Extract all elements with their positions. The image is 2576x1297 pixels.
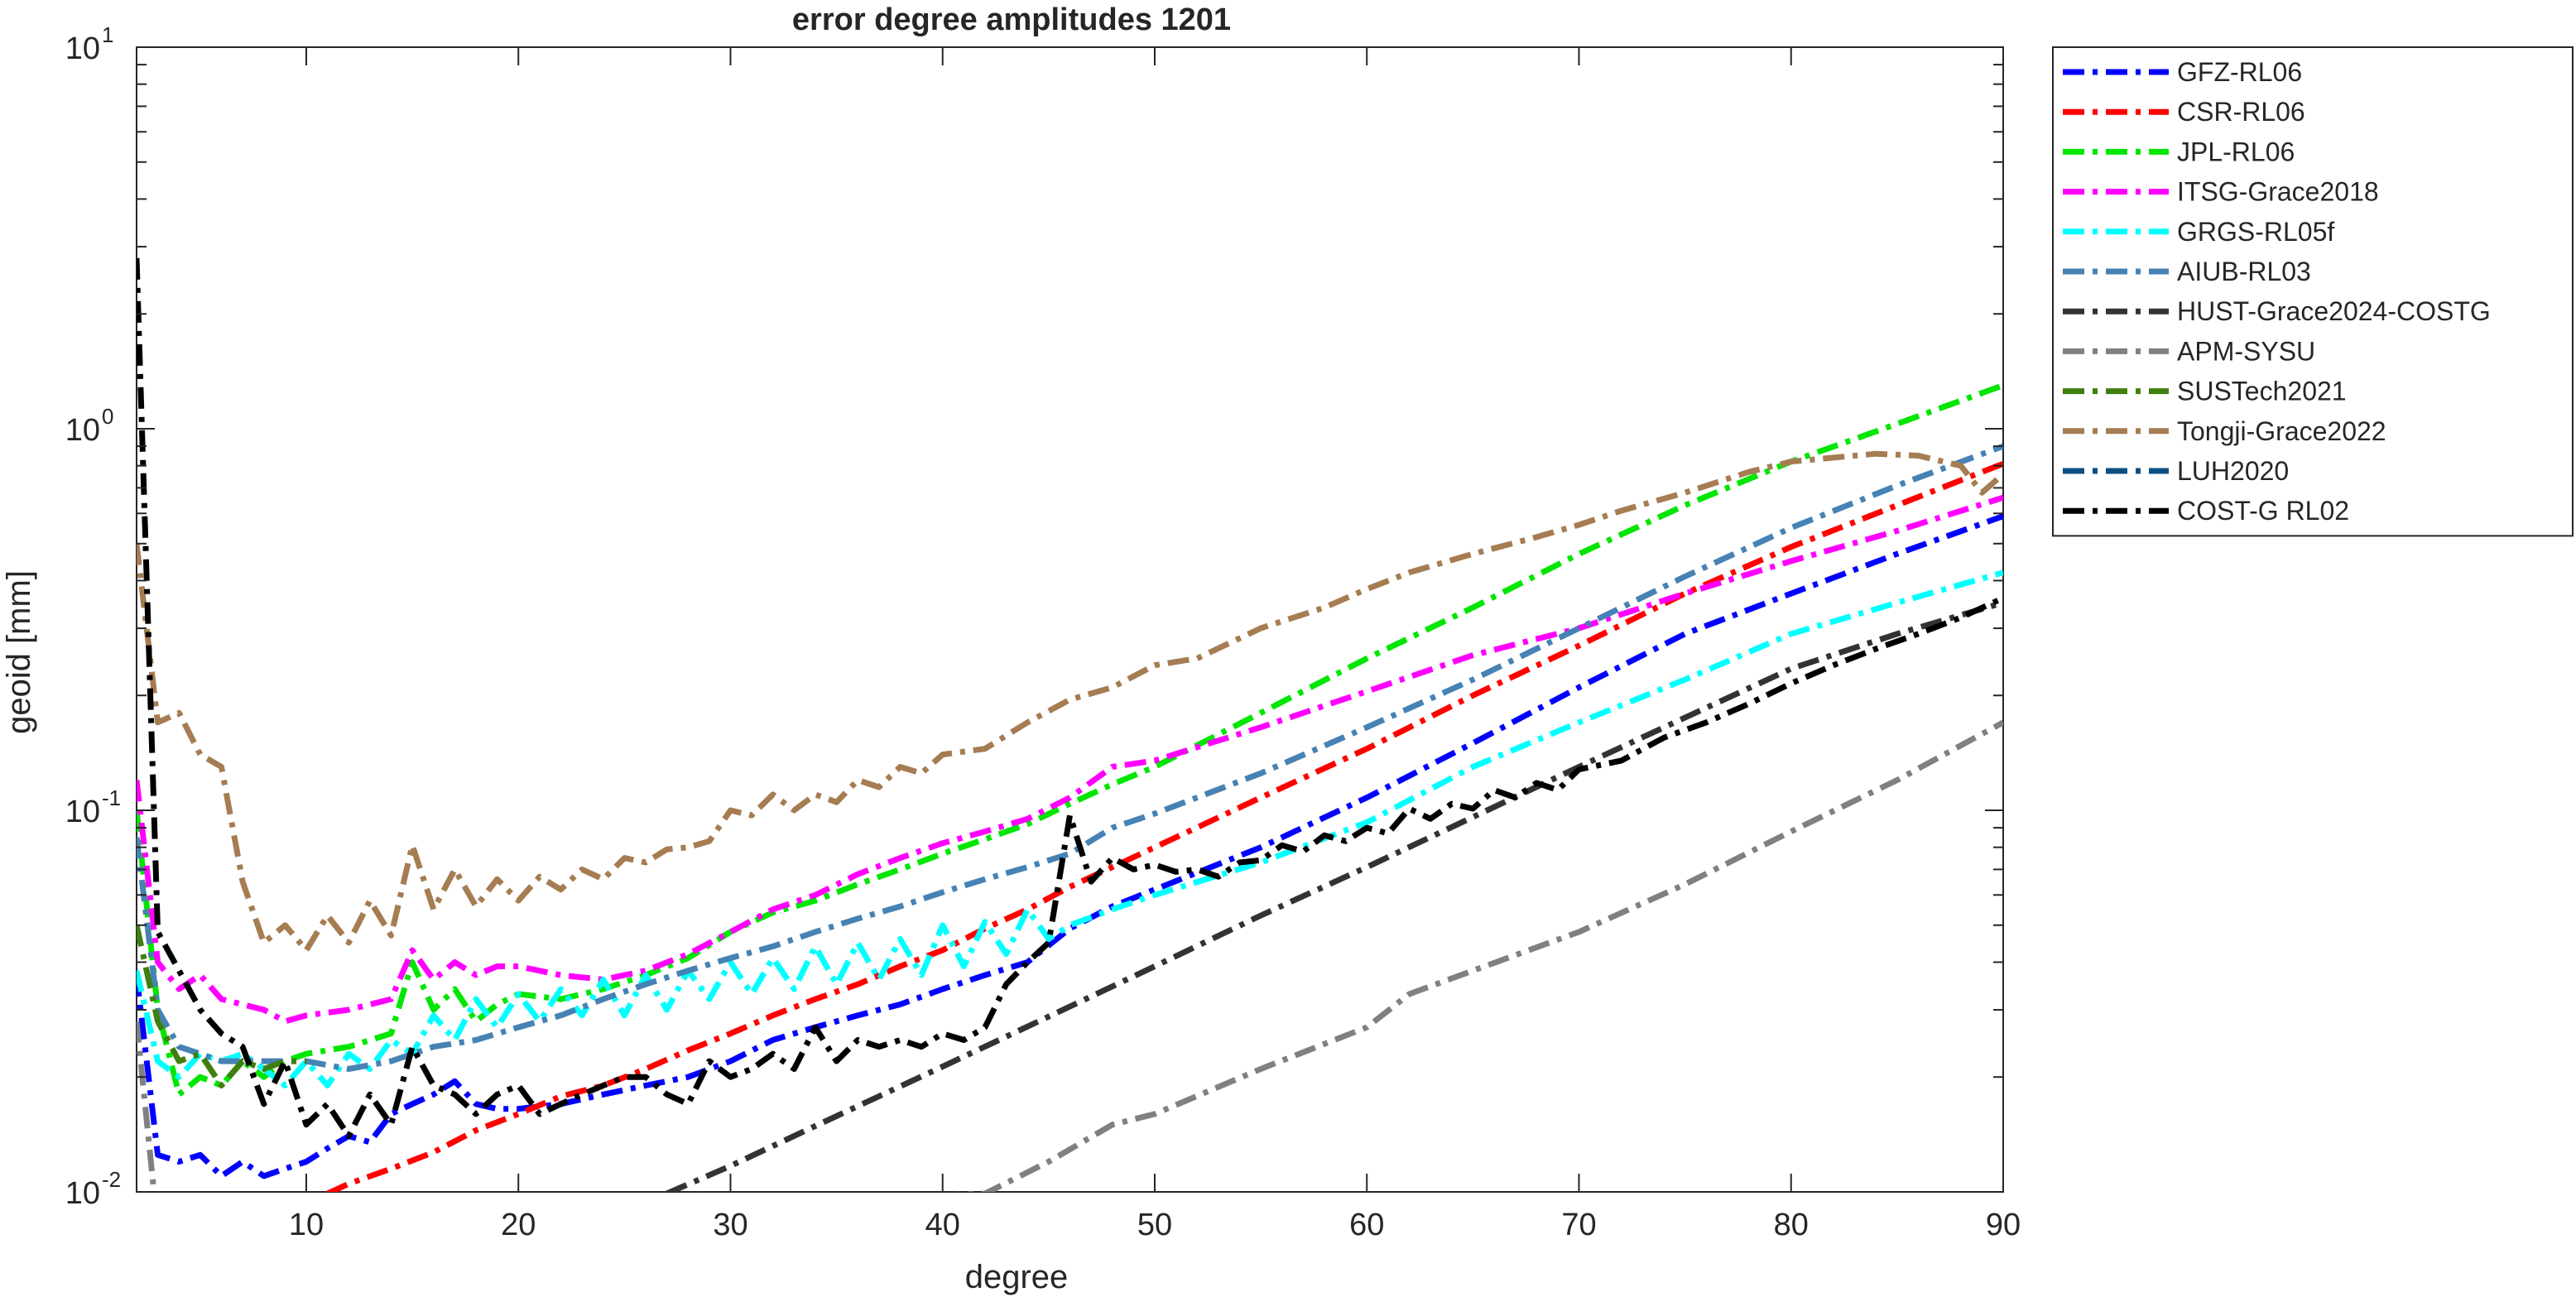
x-tick-label: 60 (1349, 1208, 1384, 1242)
plot-frame (136, 46, 2004, 1193)
y-tick-exponent: 0 (102, 404, 113, 429)
x-tick-label: 90 (1986, 1208, 2021, 1242)
x-tick-label: 10 (289, 1208, 324, 1242)
y-axis-label: geoid [mm] (1, 570, 37, 734)
legend-entry-label: AIUB-RL03 (2177, 257, 2311, 286)
y-tick-exponent: -1 (102, 785, 121, 810)
x-tick-label: 20 (501, 1208, 536, 1242)
legend-entry-label: APM-SYSU (2177, 336, 2315, 366)
legend-entry-label: SUSTech2021 (2177, 377, 2347, 406)
legend-entry-label: HUST-Grace2024-COSTG (2177, 296, 2491, 326)
series-layer (137, 257, 2003, 1192)
series-line-csr-rl06 (326, 460, 2003, 1192)
y-tick-exponent: -2 (102, 1167, 121, 1192)
legend-entry-label: ITSG-Grace2018 (2177, 177, 2379, 207)
series-line-cost-g-rl02 (137, 257, 2003, 1140)
plot-area (136, 46, 2004, 1193)
x-axis-label: degree (965, 1259, 1069, 1295)
y-tick-exponent: 1 (102, 22, 113, 47)
x-tick-label: 40 (925, 1208, 960, 1242)
x-tick-label: 30 (713, 1208, 747, 1242)
series-line-hust-grace2024-costg (666, 599, 2003, 1192)
y-tick-label: 10 (65, 1176, 100, 1211)
y-tick-label: 10 (65, 31, 100, 66)
legend-entry-label: GRGS-RL05f (2177, 217, 2334, 247)
legend-entry-label: CSR-RL06 (2177, 97, 2305, 127)
legend-entry-label: JPL-RL06 (2177, 137, 2295, 166)
legend: GFZ-RL06 CSR-RL06 JPL-RL06 ITSG-Grace2018 GR… (2052, 46, 2574, 537)
series-line-jpl-rl06 (137, 382, 2003, 1098)
x-tick-label: 50 (1137, 1208, 1172, 1242)
legend-entry-label: GFZ-RL06 (2177, 57, 2302, 87)
legend-entry-label: LUH2020 (2177, 456, 2289, 486)
series-line-grgs-rl05f (137, 569, 2003, 1088)
legend-entry-label: COST-G RL02 (2177, 496, 2349, 526)
series-line-tongji-grace2022 (137, 450, 2003, 954)
series-line-itsg-grace2018 (137, 494, 2003, 1025)
x-tick-label: 70 (1561, 1208, 1596, 1242)
series-line-sustech2021 (137, 925, 306, 1088)
y-tick-label: 10 (65, 795, 100, 829)
legend-box (2052, 46, 2574, 537)
series-line-apm-sysu (137, 719, 2003, 1192)
chart-title: error degree amplitudes 1201 (792, 2, 1231, 37)
y-tick-label: 10 (65, 413, 100, 448)
x-tick-label: 80 (1774, 1208, 1809, 1242)
legend-entry-label: Tongji-Grace2022 (2177, 416, 2386, 446)
